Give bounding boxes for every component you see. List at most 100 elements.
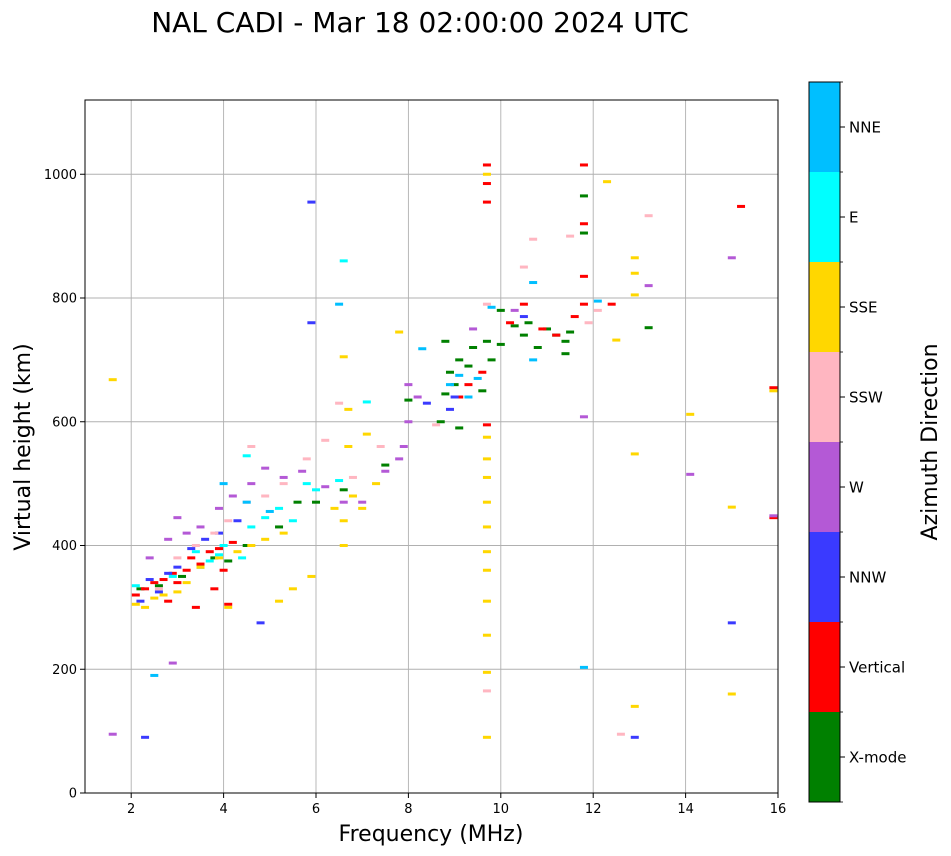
x-tick-label: 12 bbox=[585, 802, 602, 817]
data-point bbox=[191, 544, 200, 547]
data-point bbox=[173, 556, 182, 560]
colorbar-tick-label: W bbox=[849, 479, 864, 497]
data-point bbox=[436, 420, 445, 424]
colorbar-tick-label: NNE bbox=[849, 119, 881, 137]
x-tick-label: 4 bbox=[219, 802, 227, 817]
data-point bbox=[168, 571, 177, 575]
data-point bbox=[533, 346, 542, 349]
data-point bbox=[247, 482, 256, 486]
data-point bbox=[141, 605, 150, 609]
data-point bbox=[145, 578, 154, 582]
data-point bbox=[543, 327, 551, 331]
data-point bbox=[727, 621, 736, 625]
data-point bbox=[191, 550, 200, 554]
data-point bbox=[247, 544, 256, 547]
data-point bbox=[293, 500, 302, 504]
data-points bbox=[108, 163, 778, 739]
data-point bbox=[307, 574, 316, 578]
data-point bbox=[228, 494, 237, 498]
data-point bbox=[455, 373, 464, 377]
data-point bbox=[210, 531, 219, 535]
data-point bbox=[339, 500, 348, 504]
data-point bbox=[510, 308, 519, 312]
colorbar-label: Azimuth Direction bbox=[918, 343, 943, 540]
colorbar: X-mode Vertical NNW W SSW SSE E NNE bbox=[808, 81, 906, 803]
data-point bbox=[737, 204, 746, 208]
data-point bbox=[275, 506, 284, 510]
x-tick-label: 10 bbox=[493, 802, 510, 817]
data-point bbox=[288, 519, 297, 523]
series-w bbox=[108, 256, 778, 736]
colorbar-tick-label: X-mode bbox=[849, 749, 906, 767]
data-point bbox=[247, 445, 256, 448]
data-point bbox=[644, 326, 653, 330]
data-point bbox=[482, 423, 491, 427]
data-point bbox=[205, 550, 214, 554]
data-point bbox=[552, 333, 561, 337]
data-point bbox=[159, 578, 168, 582]
data-point bbox=[362, 400, 371, 404]
colorbar-swatch bbox=[809, 82, 840, 172]
colorbar-frame bbox=[808, 81, 841, 803]
data-point bbox=[566, 234, 575, 238]
data-point bbox=[312, 500, 320, 504]
x-tick-label: 6 bbox=[312, 802, 320, 817]
data-point bbox=[445, 407, 454, 411]
data-point bbox=[187, 547, 196, 551]
data-point bbox=[482, 525, 491, 529]
data-point bbox=[173, 565, 182, 569]
data-point bbox=[376, 445, 385, 448]
colorbar-swatch bbox=[809, 442, 840, 532]
y-tick-label: 800 bbox=[52, 292, 77, 307]
data-point bbox=[482, 163, 491, 167]
data-point bbox=[358, 506, 367, 510]
y-tick-label: 600 bbox=[52, 415, 77, 430]
data-point bbox=[154, 590, 163, 594]
data-point bbox=[445, 383, 454, 387]
data-point bbox=[335, 401, 344, 405]
data-point bbox=[450, 395, 459, 399]
data-point bbox=[279, 531, 288, 535]
data-point bbox=[224, 519, 233, 523]
data-point bbox=[196, 525, 205, 529]
data-point bbox=[141, 587, 150, 591]
data-point bbox=[173, 581, 182, 585]
data-point bbox=[136, 587, 145, 591]
data-point bbox=[339, 488, 348, 492]
data-point bbox=[482, 302, 491, 306]
data-point bbox=[182, 568, 191, 572]
data-point bbox=[242, 544, 251, 547]
data-point bbox=[630, 704, 639, 708]
data-point bbox=[630, 735, 639, 739]
data-point bbox=[482, 633, 491, 637]
data-point bbox=[566, 330, 575, 334]
data-point bbox=[108, 378, 117, 382]
data-point bbox=[399, 445, 408, 448]
series-sse bbox=[108, 172, 778, 739]
data-point bbox=[150, 596, 159, 600]
data-point bbox=[224, 559, 233, 563]
data-point bbox=[242, 454, 251, 458]
data-point bbox=[686, 472, 695, 476]
data-point bbox=[579, 665, 588, 669]
data-point bbox=[288, 587, 297, 591]
y-tick-label: 0 bbox=[69, 787, 77, 802]
data-point bbox=[603, 180, 612, 184]
colorbar-swatch bbox=[809, 262, 840, 352]
data-point bbox=[482, 500, 491, 504]
data-point bbox=[214, 553, 223, 557]
data-point bbox=[727, 692, 736, 696]
data-point bbox=[473, 376, 482, 380]
data-point bbox=[469, 327, 478, 331]
x-tick-label: 8 bbox=[404, 802, 412, 817]
data-point bbox=[769, 386, 778, 390]
data-point bbox=[210, 587, 219, 591]
data-point bbox=[482, 172, 491, 176]
data-point bbox=[579, 274, 588, 278]
series-vertical bbox=[131, 163, 778, 609]
data-point bbox=[482, 200, 491, 204]
series-e bbox=[131, 259, 371, 588]
data-point bbox=[482, 339, 491, 343]
data-point bbox=[233, 519, 242, 523]
data-point bbox=[321, 438, 330, 442]
